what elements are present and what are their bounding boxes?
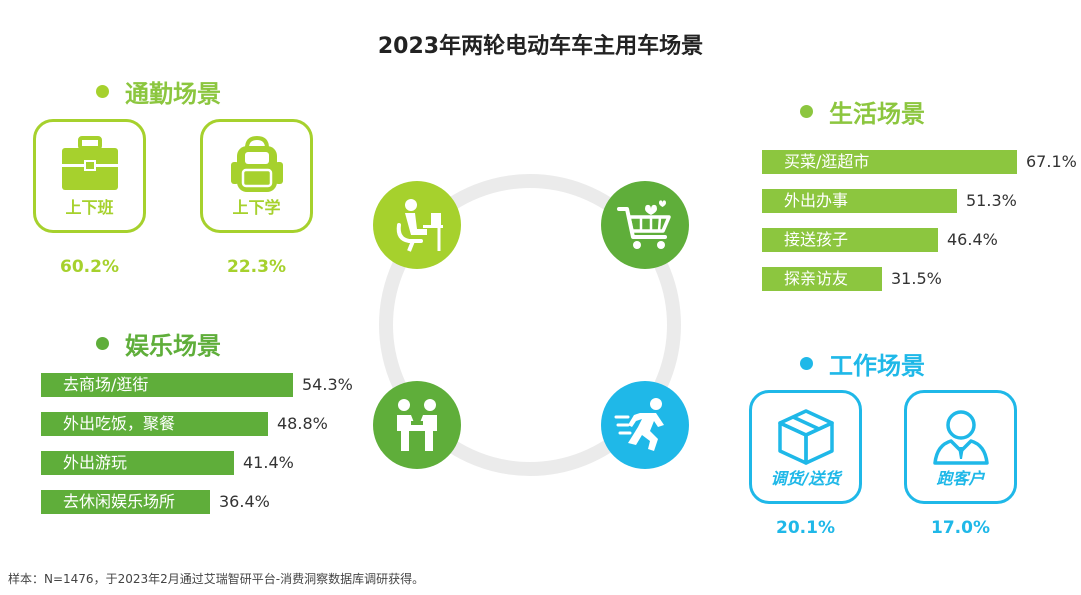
package-box-icon [752, 407, 859, 467]
chart-title: 2023年两轮电动车车主用车场景 [377, 34, 704, 59]
commute-value-work: 60.2% [60, 257, 119, 277]
commute-heading-text: 通勤场景 [125, 80, 221, 108]
life-heading: 生活场景 [800, 94, 925, 129]
work-heading: 工作场景 [800, 346, 925, 381]
life-bar [762, 228, 938, 252]
entertainment-bar [41, 412, 268, 436]
entertainment-heading-text: 娱乐场景 [125, 332, 221, 360]
entertainment-bar [41, 373, 293, 397]
entertainment-bar-label: 外出游玩 [63, 453, 128, 472]
entertainment-bar-label: 去商场/逛街 [63, 375, 149, 394]
life-heading-text: 生活场景 [829, 100, 925, 128]
entertainment-heading: 娱乐场景 [96, 326, 221, 361]
customer-person-icon [907, 407, 1014, 467]
center-ring [379, 174, 681, 476]
entertainment-bar-value: 48.8% [277, 414, 328, 433]
entertainment-bar-value: 36.4% [219, 492, 270, 511]
life-bar-value: 46.4% [947, 230, 998, 249]
entertainment-bar-label: 去休闲娱乐场所 [63, 492, 176, 511]
entertainment-bar-value: 41.4% [243, 453, 294, 472]
commute-value-school: 22.3% [227, 257, 286, 277]
commute-card-work: 上下班 [33, 119, 146, 233]
person-at-desk-icon [373, 181, 461, 269]
card-label: 上下班 [65, 198, 114, 217]
bullet-dot [800, 357, 813, 370]
backpack-icon [203, 136, 310, 196]
card-label: 上下学 [232, 198, 281, 217]
life-bar-label: 外出办事 [784, 191, 849, 210]
commute-heading: 通勤场景 [96, 74, 221, 109]
life-bar [762, 267, 882, 291]
work-value-client: 17.0% [931, 518, 990, 538]
entertainment-bar-label: 外出吃饭，聚餐 [63, 414, 176, 433]
life-bar [762, 189, 957, 213]
entertainment-bar [41, 451, 234, 475]
work-heading-text: 工作场景 [829, 352, 925, 380]
commute-card-school: 上下学 [200, 119, 313, 233]
card-label: 调货/送货 [770, 469, 841, 488]
bullet-dot [96, 337, 109, 350]
bullet-dot [96, 85, 109, 98]
entertainment-bar [41, 490, 210, 514]
work-value-delivery: 20.1% [776, 518, 835, 538]
work-card-delivery: 调货/送货 [749, 390, 862, 504]
shopping-cart-hearts-icon [601, 181, 689, 269]
life-bar-value: 31.5% [891, 269, 942, 288]
life-bar-value: 67.1% [1026, 152, 1077, 171]
bullet-dot [800, 105, 813, 118]
two-people-handshake-icon [373, 381, 461, 469]
entertainment-bar-value: 54.3% [302, 375, 353, 394]
briefcase-icon [36, 136, 143, 194]
life-bar-label: 探亲访友 [784, 269, 849, 288]
work-card-client: 跑客户 [904, 390, 1017, 504]
life-bar-value: 51.3% [966, 191, 1017, 210]
footnote: 样本：N=1476，于2023年2月通过艾瑞智研平台-消费洞察数据库调研获得。 [8, 572, 425, 586]
running-person-icon [601, 381, 689, 469]
life-bar-label: 买菜/逛超市 [784, 152, 870, 171]
life-bar-label: 接送孩子 [784, 230, 849, 249]
life-bar [762, 150, 1017, 174]
card-label: 跑客户 [936, 469, 985, 488]
